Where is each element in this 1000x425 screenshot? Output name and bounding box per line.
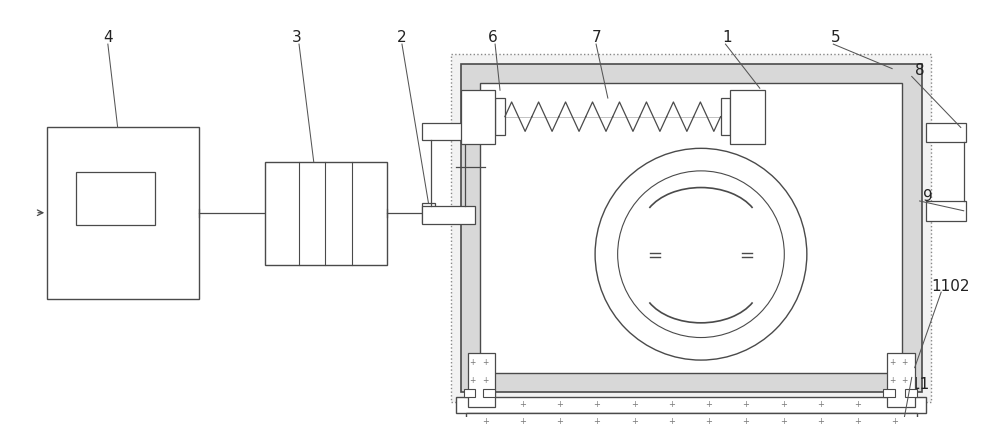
Bar	[483, 389, 495, 397]
Text: 2: 2	[397, 30, 407, 45]
Text: +: +	[817, 417, 824, 425]
Text: +: +	[780, 400, 787, 409]
Text: +: +	[854, 417, 861, 425]
Text: +: +	[556, 400, 563, 409]
Text: 3: 3	[292, 30, 302, 45]
Text: +: +	[556, 417, 563, 425]
Bar	[883, 389, 895, 397]
Bar	[466, 413, 917, 425]
Bar	[468, 353, 495, 407]
Bar	[451, 54, 931, 402]
Bar	[461, 90, 495, 144]
Bar	[456, 397, 926, 413]
Text: +: +	[780, 417, 787, 425]
Text: +: +	[668, 400, 675, 409]
Text: 9: 9	[923, 189, 932, 204]
Text: +: +	[482, 376, 488, 385]
Text: +: +	[889, 376, 895, 385]
Text: +: +	[743, 417, 750, 425]
Bar	[47, 128, 199, 299]
Bar	[887, 353, 915, 407]
Text: +: +	[469, 376, 476, 385]
Text: +: +	[705, 417, 712, 425]
Text: +: +	[469, 358, 476, 367]
Text: +: +	[631, 417, 638, 425]
Text: +: +	[705, 400, 712, 409]
Text: +: +	[892, 400, 899, 409]
Text: +: +	[482, 400, 489, 409]
Bar	[422, 206, 475, 224]
Text: +: +	[743, 400, 750, 409]
Bar	[422, 203, 435, 223]
Text: +: +	[594, 417, 600, 425]
Text: 7: 7	[591, 30, 601, 45]
Text: +: +	[668, 417, 675, 425]
Bar	[905, 389, 917, 397]
Text: +: +	[817, 400, 824, 409]
Text: +: +	[482, 358, 488, 367]
Text: 1102: 1102	[932, 279, 970, 294]
Bar	[76, 172, 155, 226]
Bar	[480, 83, 902, 373]
Text: +: +	[594, 400, 600, 409]
Text: 5: 5	[830, 30, 840, 45]
Bar	[926, 122, 966, 142]
Bar	[926, 201, 966, 221]
Text: +: +	[902, 376, 908, 385]
Text: +: +	[519, 417, 526, 425]
Text: 8: 8	[915, 63, 924, 78]
Bar	[721, 98, 730, 135]
Text: +: +	[889, 358, 895, 367]
Text: +: +	[519, 400, 526, 409]
Text: 6: 6	[488, 30, 498, 45]
Text: 4: 4	[103, 30, 113, 45]
Bar	[464, 389, 475, 397]
Bar	[422, 122, 475, 140]
Text: +: +	[902, 358, 908, 367]
Text: 1: 1	[723, 30, 732, 45]
Text: +: +	[482, 417, 489, 425]
Bar	[495, 98, 505, 135]
Text: +: +	[892, 417, 899, 425]
Bar	[730, 90, 765, 144]
Text: +: +	[854, 400, 861, 409]
Text: +: +	[631, 400, 638, 409]
Bar	[461, 64, 922, 392]
Bar	[265, 162, 387, 265]
Text: 11: 11	[910, 377, 929, 392]
